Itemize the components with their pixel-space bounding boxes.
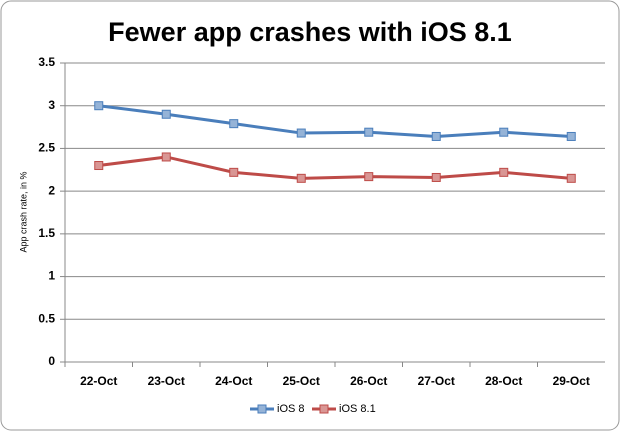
point-marker [94,161,104,171]
point-marker [229,167,239,177]
series-line [98,104,572,138]
y-tick-label: 2 [48,183,55,197]
y-tick-label: 0 [48,354,55,368]
x-tick-label: 23-Oct [148,374,185,388]
point-marker [296,173,306,183]
point-marker [161,109,171,119]
series-line [98,155,572,180]
x-tick-label: 25-Oct [283,374,320,388]
legend-label: iOS 8 [277,403,305,415]
x-tick-label: 26-Oct [350,374,387,388]
y-tick-label: 1 [48,269,55,283]
point-marker [364,127,374,137]
point-marker [499,167,509,177]
y-tick-label: 1.5 [38,226,55,240]
y-axis-label: App crash rate, in % [18,171,28,252]
point-marker [499,127,509,137]
y-tick-label: 3.5 [38,55,55,69]
y-tick-label: 2.5 [38,141,55,155]
point-marker [364,172,374,182]
point-marker [566,173,576,183]
legend-marker [257,404,267,414]
point-marker [161,152,171,162]
x-tick-label: 24-Oct [215,374,252,388]
x-tick-label: 22-Oct [80,374,117,388]
point-marker [94,101,104,111]
chart-title: Fewer app crashes with iOS 8.1 [108,17,512,47]
y-tick-label: 3 [48,98,55,112]
point-marker [566,131,576,141]
x-tick-label: 27-Oct [418,374,455,388]
legend-label: iOS 8.1 [339,403,376,415]
point-marker [431,172,441,182]
x-tick-label: 29-Oct [553,374,590,388]
point-marker [296,128,306,138]
legend-marker [319,404,329,414]
y-tick-label: 0.5 [38,311,55,325]
point-marker [229,119,239,129]
x-tick-label: 28-Oct [485,374,522,388]
point-marker [431,131,441,141]
